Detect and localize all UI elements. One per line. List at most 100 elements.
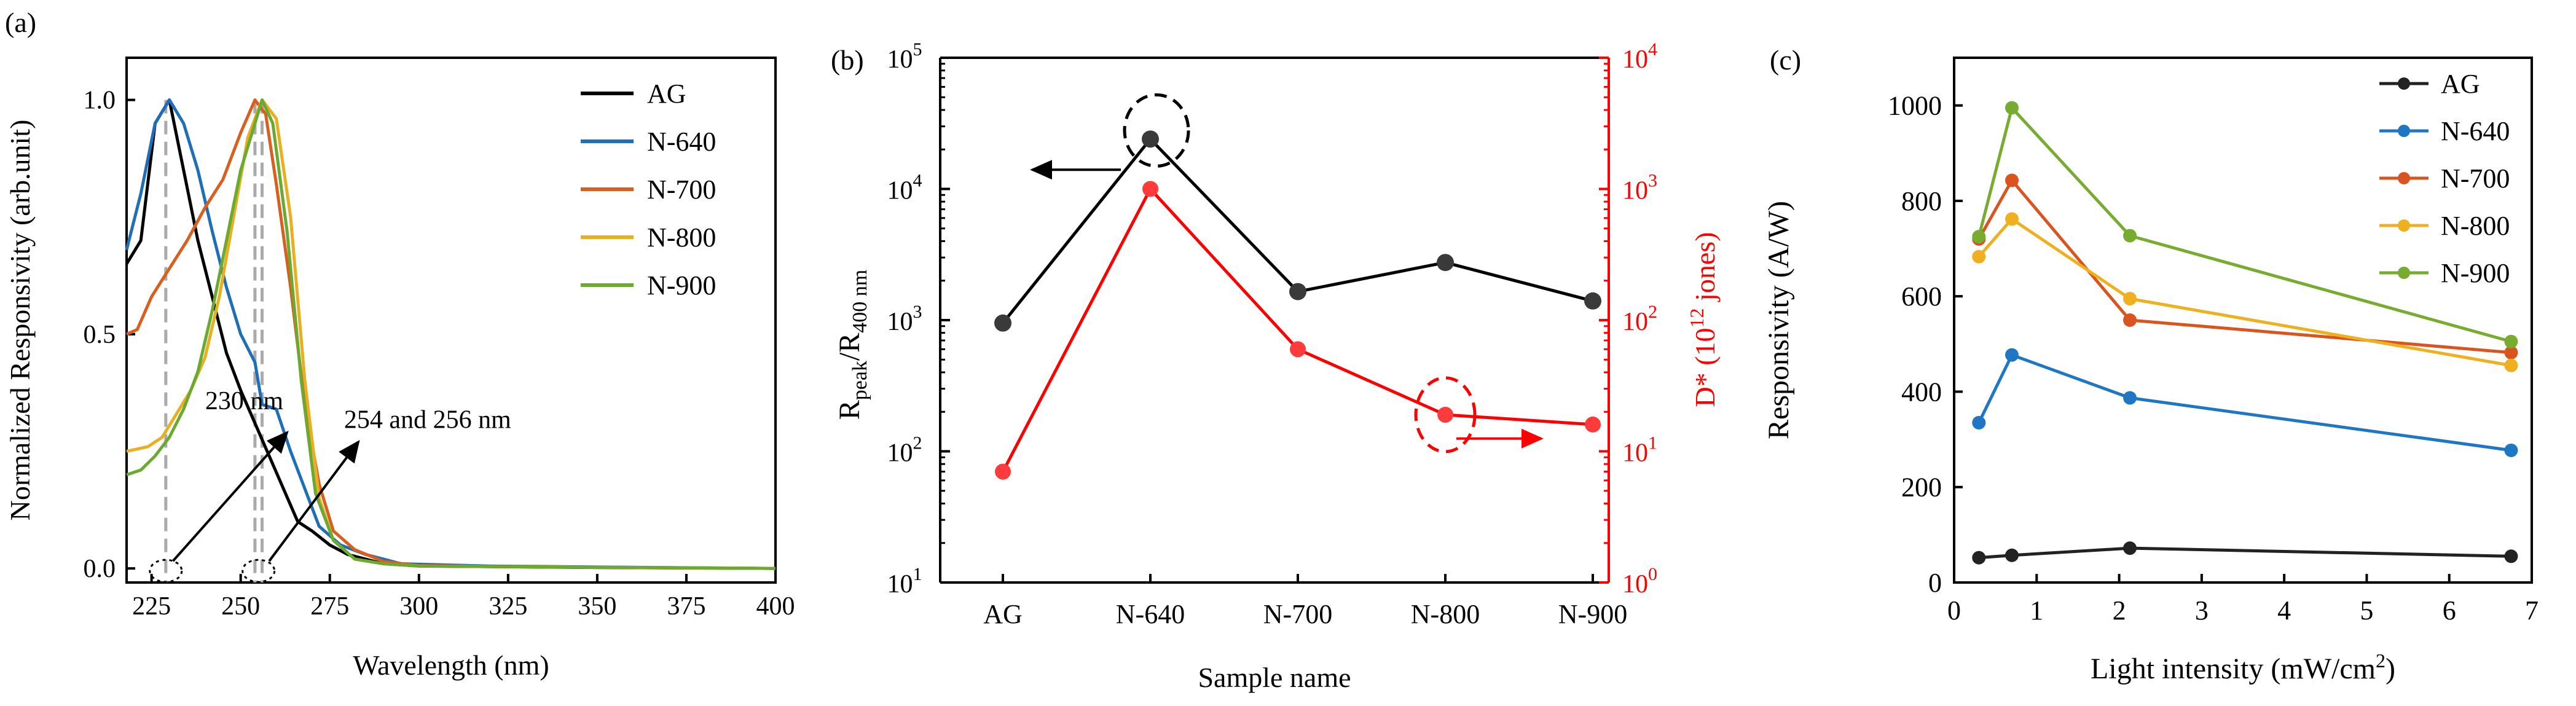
y-tick-label-c: 1000 — [1888, 91, 1942, 121]
series-line-a-n-900 — [126, 98, 776, 570]
x-axis-label-c-end: ) — [2386, 653, 2395, 685]
legend-label-a-n-640: N-640 — [647, 127, 716, 157]
point-b-ratio — [1142, 130, 1159, 148]
y-tick-exp-right-b: 0 — [1648, 564, 1657, 584]
y-tick-exp-right-b: 1 — [1648, 433, 1657, 453]
series-line-a-n-700 — [125, 98, 776, 570]
y-axis-label-a: Normalized Responsivity (arb.unit) — [4, 120, 36, 521]
y-tick-label-a: 1.0 — [84, 87, 116, 115]
point-c-n-640 — [2123, 391, 2137, 405]
y-tick-base-right-b: 10 — [1622, 439, 1648, 468]
point-c-ag — [2123, 541, 2137, 555]
panel-label-b: (b) — [831, 44, 864, 76]
y-tick-base-left-b: 10 — [887, 45, 913, 74]
panel-label-c: (c) — [1770, 44, 1801, 76]
legend-marker-c-n-900 — [2398, 267, 2410, 279]
x-tick-label-c: 5 — [2360, 595, 2373, 626]
y-tick-label-left-b: 103 — [887, 302, 922, 336]
x-tick-label-a: 375 — [667, 592, 705, 621]
x-tick-label-a: 300 — [399, 592, 438, 621]
y-tick-base-left-b: 10 — [887, 177, 913, 205]
point-b-dstar — [1142, 181, 1158, 197]
x-tick-label-c: 2 — [2113, 595, 2126, 626]
marker-circle-230 — [149, 559, 183, 583]
point-c-ag — [2504, 549, 2518, 563]
axes-frame-a — [125, 57, 777, 584]
point-c-n-640 — [2504, 443, 2518, 457]
x-tick-label-c: 1 — [2030, 595, 2043, 626]
series-line-c-n-800 — [1977, 217, 2511, 367]
y-tick-label-right-b: 101 — [1622, 433, 1657, 468]
point-b-dstar — [995, 463, 1011, 480]
legend-label-a-n-800: N-800 — [647, 222, 716, 253]
point-b-ratio — [1584, 292, 1601, 310]
x-tick-label-a: 400 — [756, 592, 795, 621]
highlight-circle-ratio — [1123, 93, 1190, 168]
legend-label-a-ag: AG — [647, 79, 686, 109]
y-tick-exp-right-b: 3 — [1648, 171, 1657, 191]
point-c-ag — [1972, 551, 1986, 565]
y-tick-exp-left-b: 5 — [913, 39, 922, 60]
legend-label-c-ag: AG — [2441, 69, 2480, 99]
y-axis-label-left-b: Rpeak/R400 nm — [833, 270, 871, 420]
x-tick-label-c: 4 — [2277, 595, 2291, 626]
point-c-n-700 — [2005, 173, 2019, 187]
y-tick-exp-left-b: 3 — [913, 302, 922, 322]
x-tick-label-a: 350 — [578, 592, 616, 621]
y-axis-label-right-main: D* (10 — [1689, 328, 1721, 407]
y-axis-label-c: Responsivity (A/W) — [1762, 201, 1795, 439]
y-tick-base-left-b: 10 — [887, 439, 913, 468]
point-c-n-800 — [2123, 292, 2137, 306]
point-c-n-900 — [1972, 230, 1986, 244]
x-tick-label-c: 7 — [2525, 595, 2539, 626]
legend-label-c-n-800: N-800 — [2441, 211, 2510, 241]
y-tick-exp-right-b: 2 — [1648, 302, 1657, 322]
y-tick-base-right-b: 10 — [1622, 45, 1648, 74]
point-c-n-900 — [2005, 101, 2019, 115]
y-tick-base-right-b: 10 — [1622, 308, 1648, 336]
y-axis-label-right-sup: 12 — [1686, 308, 1708, 328]
point-b-ratio — [994, 314, 1011, 332]
legend-marker-c-n-800 — [2398, 219, 2410, 232]
legend-label-c-n-640: N-640 — [2441, 116, 2510, 146]
x-tick-label-b: N-700 — [1263, 599, 1332, 629]
legend-label-a-n-700: N-700 — [647, 175, 716, 205]
point-c-n-640 — [2005, 348, 2019, 362]
y-tick-label-a: 0.0 — [84, 555, 116, 583]
point-c-n-700 — [2123, 313, 2137, 327]
series-line-c-n-700 — [1977, 179, 2511, 355]
y-tick-exp-left-b: 2 — [913, 433, 922, 453]
y-tick-label-right-b: 100 — [1622, 564, 1657, 598]
y-tick-label-c: 600 — [1901, 281, 1942, 312]
y-axis-label-left-mid: /R — [833, 333, 866, 361]
point-c-ag — [2005, 548, 2019, 562]
point-b-dstar — [1585, 416, 1601, 433]
point-c-n-900 — [2123, 229, 2137, 243]
point-b-ratio — [1437, 254, 1454, 272]
y-tick-exp-left-b: 4 — [913, 171, 922, 191]
y-tick-base-right-b: 10 — [1622, 570, 1648, 598]
y-tick-label-left-b: 101 — [887, 564, 922, 598]
series-line-c-n-640 — [1977, 353, 2511, 452]
point-c-n-640 — [1972, 415, 1986, 429]
y-axis-label-left-sub1: peak — [849, 361, 871, 400]
x-tick-label-a: 325 — [489, 592, 527, 621]
series-line-c-n-900 — [1977, 106, 2512, 343]
x-tick-label-a: 275 — [310, 592, 349, 621]
point-c-n-800 — [2005, 212, 2019, 226]
x-tick-label-b: N-800 — [1411, 599, 1480, 629]
panel-label-a: (a) — [5, 7, 36, 38]
point-c-n-800 — [2504, 358, 2518, 372]
y-tick-label-c: 200 — [1901, 473, 1942, 503]
y-tick-label-right-b: 102 — [1622, 302, 1657, 336]
x-tick-label-c: 0 — [1947, 595, 1961, 626]
x-tick-label-c: 3 — [2195, 595, 2209, 626]
arrow-230 — [171, 431, 289, 562]
point-b-dstar — [1437, 406, 1453, 423]
point-c-n-700 — [2504, 345, 2518, 359]
x-axis-label-c-sup: 2 — [2376, 649, 2386, 672]
x-axis-label-a: Wavelength (nm) — [353, 649, 549, 681]
y-tick-label-right-b: 103 — [1622, 171, 1657, 205]
y-tick-base-left-b: 10 — [887, 308, 913, 336]
